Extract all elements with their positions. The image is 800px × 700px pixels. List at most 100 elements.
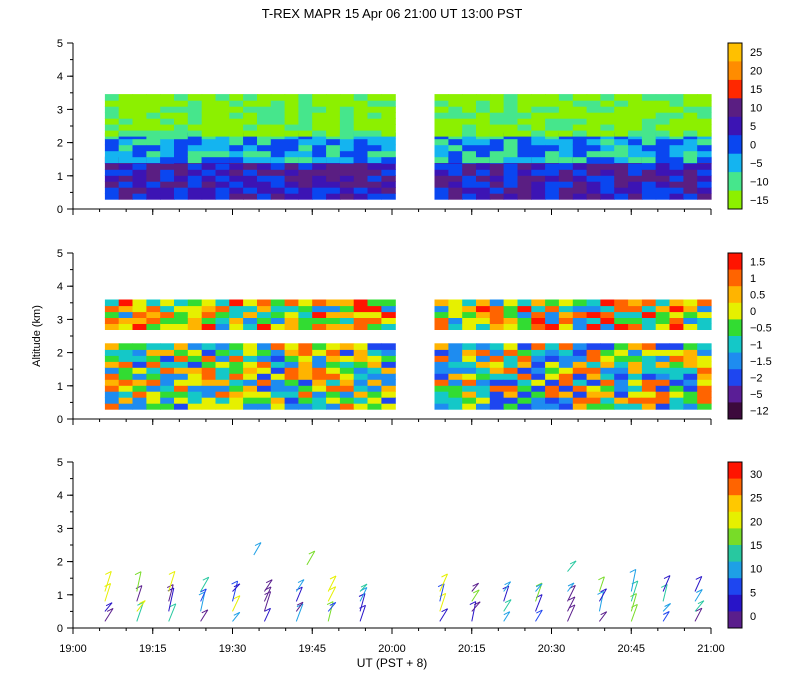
data-cell <box>104 379 120 386</box>
data-cell <box>160 175 175 182</box>
x-tick-label: 19:30 <box>219 643 247 655</box>
data-cell <box>229 361 244 368</box>
data-cell <box>628 367 643 374</box>
data-cell <box>353 403 369 410</box>
wind-barb-flag <box>134 571 142 576</box>
data-cell <box>586 169 601 176</box>
data-cell <box>367 94 382 101</box>
data-cell <box>531 124 546 131</box>
wind-barb <box>168 587 175 612</box>
colorbar-cell <box>728 190 742 210</box>
data-cell <box>572 323 588 330</box>
data-cell <box>434 323 449 330</box>
data-cell <box>517 169 532 176</box>
wind-barb-flag <box>231 580 238 585</box>
data-cell <box>215 349 230 356</box>
data-cell <box>326 311 341 318</box>
data-cell <box>476 150 491 158</box>
data-cell <box>367 367 382 374</box>
data-cell <box>558 385 574 392</box>
data-cell <box>697 349 712 356</box>
data-cell <box>146 156 161 164</box>
data-cell <box>517 150 532 158</box>
data-cell <box>201 305 217 313</box>
data-cell <box>146 144 161 152</box>
data-cell <box>326 118 341 125</box>
data-cell <box>215 317 230 324</box>
data-cell <box>339 391 355 398</box>
data-cell <box>476 193 491 200</box>
data-cell <box>215 138 230 146</box>
data-cell <box>367 373 382 380</box>
data-cell <box>614 317 629 324</box>
data-cell <box>641 144 657 152</box>
colorbar-cell <box>728 528 742 546</box>
data-cell <box>270 397 286 404</box>
data-cell <box>641 187 657 194</box>
data-cell <box>229 112 244 119</box>
wind-barb <box>104 571 112 592</box>
data-cell <box>476 367 491 374</box>
data-cell <box>683 144 698 152</box>
data-cell <box>503 311 518 318</box>
data-cell <box>132 169 147 176</box>
data-cell <box>187 175 203 182</box>
data-cell <box>257 343 272 350</box>
colorbar-cell <box>728 61 742 81</box>
data-cell <box>655 150 671 158</box>
data-cell <box>132 112 147 119</box>
data-cell <box>489 379 505 386</box>
data-cell <box>517 299 532 307</box>
data-cell <box>104 193 120 200</box>
data-cell <box>448 323 463 330</box>
data-cell <box>312 156 327 164</box>
wind-barb-flag <box>329 586 336 591</box>
data-cell <box>628 94 643 101</box>
data-cell <box>353 138 369 146</box>
data-cell <box>201 124 217 131</box>
data-cell <box>628 106 643 113</box>
data-cell <box>572 311 588 318</box>
data-cell <box>655 144 671 152</box>
data-cell <box>448 175 463 182</box>
data-cell <box>503 397 518 404</box>
data-cell <box>146 94 161 101</box>
data-cell <box>448 343 463 350</box>
data-cell <box>503 305 518 313</box>
data-cell <box>683 361 698 368</box>
data-cell <box>298 181 313 188</box>
data-cell <box>489 144 505 152</box>
data-cell <box>489 361 505 368</box>
data-cell <box>215 397 230 404</box>
data-cell <box>367 100 382 107</box>
data-cell <box>381 187 396 194</box>
data-cell <box>641 130 657 137</box>
data-cell <box>462 175 477 182</box>
data-cell <box>669 355 684 362</box>
data-cell <box>326 156 341 164</box>
data-cell <box>298 343 313 350</box>
data-cell <box>270 181 286 188</box>
data-cell <box>187 403 203 410</box>
data-cell <box>367 397 382 404</box>
data-cell <box>270 150 286 158</box>
data-cell <box>104 130 120 137</box>
data-cell <box>614 144 629 152</box>
data-cell <box>298 299 313 307</box>
data-cell <box>655 181 671 188</box>
data-cell <box>104 311 120 318</box>
wind-barb <box>200 591 206 612</box>
data-cell <box>586 305 601 313</box>
data-cell <box>326 305 341 313</box>
data-cell <box>367 150 382 158</box>
data-cell <box>641 311 657 318</box>
data-cell <box>503 373 518 380</box>
data-cell <box>229 193 244 200</box>
data-cell <box>118 181 134 188</box>
data-cell <box>669 391 684 398</box>
data-cell <box>683 379 698 386</box>
data-cell <box>614 391 629 398</box>
data-cell <box>146 124 161 131</box>
data-cell <box>353 391 369 398</box>
data-cell <box>132 355 147 362</box>
